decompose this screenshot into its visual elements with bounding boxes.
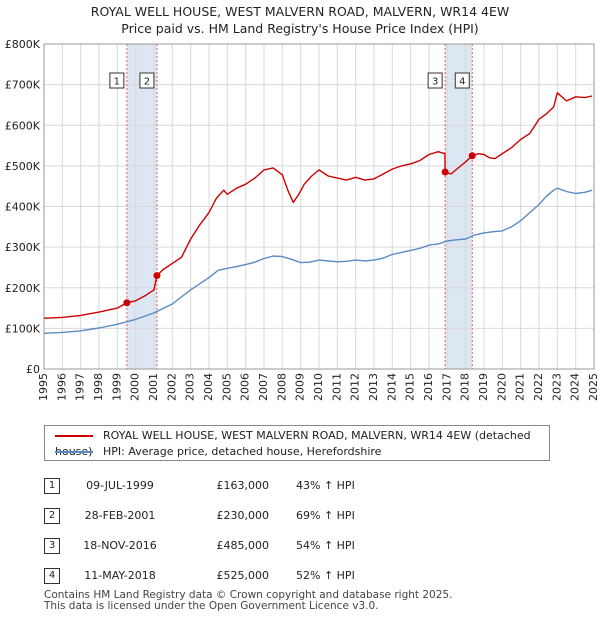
- x-tick-label: 2008: [275, 373, 288, 401]
- transaction-date: 28-FEB-2001: [84, 509, 156, 522]
- x-tick-label: 2001: [147, 373, 160, 401]
- x-tick-label: 2004: [202, 373, 215, 401]
- legend-item-hpi: HPI: Average price, detached house, Here…: [55, 444, 381, 460]
- x-tick-label: 2011: [330, 373, 343, 401]
- x-tick-label: 2015: [404, 373, 417, 401]
- transaction-row: 4 11-MAY-2018 £525,000 52% ↑ HPI: [0, 566, 600, 586]
- y-tick-label: £200K: [5, 282, 41, 295]
- x-tick-label: 2000: [129, 373, 142, 401]
- sale-label: 2: [144, 77, 150, 88]
- transaction-price: £485,000: [216, 539, 270, 552]
- transaction-row: 1 09-JUL-1999 £163,000 43% ↑ HPI: [0, 476, 600, 496]
- price-chart: £0 £100K £200K £300K £400K £500K £600K £700K £80…: [5, 38, 600, 401]
- x-tick-label: 1999: [110, 373, 123, 401]
- x-tick-label: 2013: [367, 373, 380, 401]
- transaction-row: 2 28-FEB-2001 £230,000 69% ↑ HPI: [0, 506, 600, 526]
- x-tick-label: 2018: [459, 373, 472, 401]
- x-tick-label: 2025: [587, 373, 600, 401]
- sale-label-box: [109, 72, 125, 89]
- y-tick-label: £500K: [5, 160, 41, 173]
- y-tick-label: £100K: [5, 322, 41, 335]
- transaction-number: 4: [44, 568, 60, 584]
- transaction-hpi-change: 43% ↑ HPI: [296, 479, 355, 492]
- x-tick-label: 2021: [514, 373, 527, 401]
- footer-line-2: This data is licensed under the Open Gov…: [44, 600, 379, 612]
- sale-point: [468, 152, 476, 160]
- sale-label: 3: [432, 77, 438, 88]
- x-tick-label: 2009: [294, 373, 307, 401]
- title-line-1: ROYAL WELL HOUSE, WEST MALVERN ROAD, MAL…: [90, 4, 510, 19]
- x-tick-label: 2002: [165, 373, 178, 401]
- transaction-number: 2: [44, 508, 60, 524]
- transaction-number: 3: [44, 538, 60, 554]
- x-tick-label: 2024: [569, 373, 582, 401]
- transaction-date: 09-JUL-1999: [86, 479, 154, 492]
- x-tick-label: 2020: [495, 373, 508, 401]
- sale-point: [441, 168, 449, 176]
- x-tick-label: 2003: [184, 373, 197, 401]
- y-tick-label: £400K: [5, 201, 41, 214]
- legend-swatch-hpi: [55, 451, 93, 453]
- sale-point: [153, 272, 161, 280]
- transaction-price: £230,000: [216, 509, 270, 522]
- legend-label-hpi: HPI: Average price, detached house, Here…: [103, 445, 382, 458]
- x-tick-label: 2012: [349, 373, 362, 401]
- hpi-line: [43, 187, 593, 334]
- transaction-date: 18-NOV-2016: [83, 539, 157, 552]
- y-tick-label: £300K: [5, 241, 41, 254]
- x-tick-label: 2016: [422, 373, 435, 401]
- transaction-date: 11-MAY-2018: [84, 569, 156, 582]
- footer-line-1: Contains HM Land Registry data © Crown c…: [44, 589, 453, 601]
- x-tick-label: 2006: [239, 373, 252, 401]
- y-tick-label: £700K: [5, 79, 41, 92]
- plot-area-border: [43, 43, 595, 370]
- x-tick-label: 1998: [92, 373, 105, 401]
- transaction-price: £163,000: [216, 479, 270, 492]
- y-tick-label: £0: [26, 363, 40, 376]
- sale-label-box: [139, 72, 155, 89]
- x-tick-label: 2023: [550, 373, 563, 401]
- title-line-2: Price paid vs. HM Land Registry's House …: [121, 21, 479, 36]
- transaction-hpi-change: 69% ↑ HPI: [296, 509, 355, 522]
- transaction-row: 3 18-NOV-2016 £485,000 54% ↑ HPI: [0, 536, 600, 556]
- y-tick-label: £600K: [5, 119, 41, 132]
- x-tick-label: 2007: [257, 373, 270, 401]
- x-tick-label: 1996: [55, 373, 68, 401]
- chart-legend: ROYAL WELL HOUSE, WEST MALVERN ROAD, MAL…: [44, 425, 550, 461]
- x-tick-label: 1997: [74, 373, 87, 401]
- x-tick-label: 1995: [37, 373, 50, 401]
- sale-label-box: [427, 72, 443, 89]
- sale-label-box: [454, 72, 470, 89]
- attribution-footer: Contains HM Land Registry data © Crown c…: [44, 590, 452, 612]
- x-tick-label: 2022: [532, 373, 545, 401]
- property-price-line: [43, 92, 593, 319]
- transaction-price: £525,000: [216, 569, 270, 582]
- transaction-hpi-change: 54% ↑ HPI: [296, 539, 355, 552]
- sale-point: [123, 299, 131, 307]
- x-tick-label: 2017: [440, 373, 453, 401]
- x-tick-label: 2014: [385, 373, 398, 401]
- transaction-hpi-change: 52% ↑ HPI: [296, 569, 355, 582]
- y-tick-label: £800K: [5, 38, 41, 51]
- legend-item-property: ROYAL WELL HOUSE, WEST MALVERN ROAD, MAL…: [55, 428, 549, 458]
- x-tick-label: 2010: [312, 373, 325, 401]
- sale-label: 4: [459, 77, 465, 88]
- chart-title: ROYAL WELL HOUSE, WEST MALVERN ROAD, MAL…: [0, 3, 600, 37]
- x-tick-label: 2019: [477, 373, 490, 401]
- x-tick-label: 2005: [220, 373, 233, 401]
- transaction-number: 1: [44, 478, 60, 494]
- sale-label: 1: [114, 77, 120, 88]
- legend-swatch-property: [55, 435, 93, 437]
